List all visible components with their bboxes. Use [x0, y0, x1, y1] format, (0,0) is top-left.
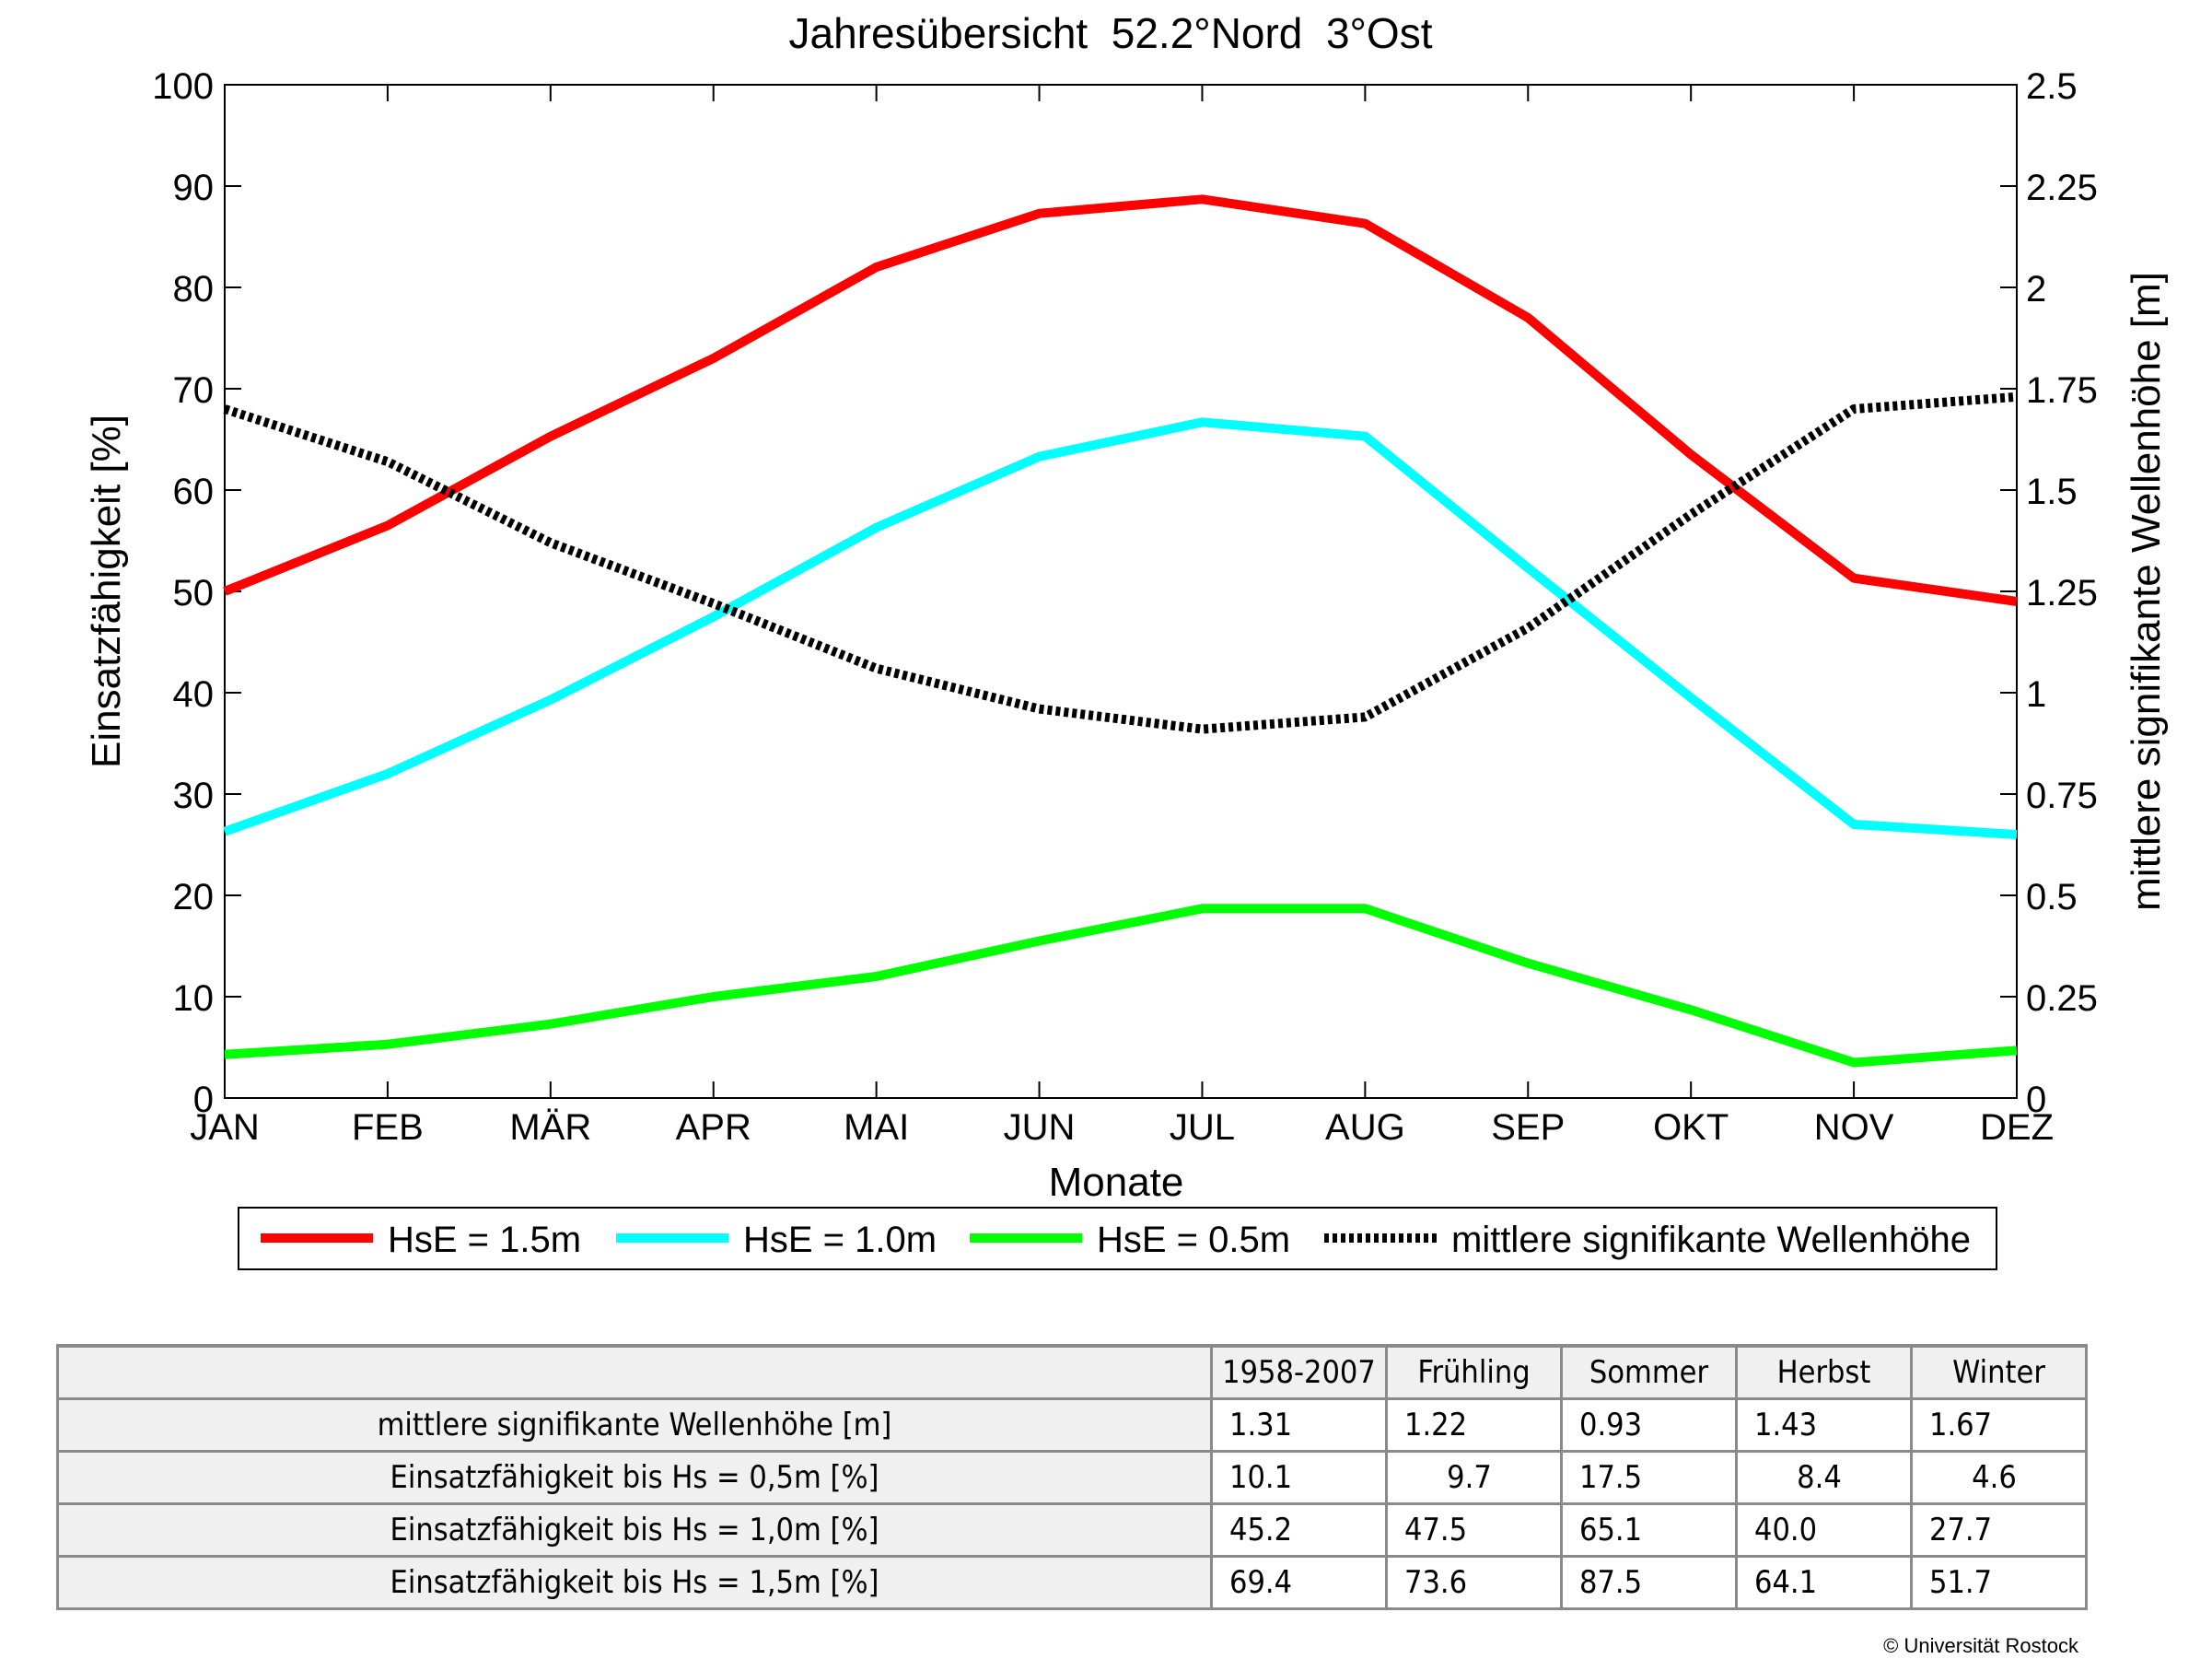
table-cell: 8.4 — [1735, 1450, 1913, 1505]
right-tick-label: 0.5 — [2026, 877, 2078, 917]
table-cell: 1.67 — [1910, 1397, 2088, 1453]
table-cell: 45.2 — [1210, 1502, 1388, 1558]
left-tick-label: 50 — [173, 573, 215, 613]
series-line-hse-1-5m — [223, 194, 2018, 606]
x-tick-label: OKT — [1653, 1107, 1729, 1148]
series-line-mittlere-signifikante-wellenh-he — [223, 391, 2018, 734]
table-cell: 4.6 — [1910, 1450, 2088, 1505]
table-cell: 17.5 — [1560, 1450, 1738, 1505]
table-cell: 51.7 — [1910, 1555, 2088, 1610]
x-axis-label: Monate — [1049, 1160, 1184, 1205]
x-tick-label: FEB — [352, 1107, 424, 1148]
chart: Jahresübersicht 52.2°Nord 3°Ost 01020304… — [84, 9, 2169, 1270]
left-tick-label: 10 — [173, 978, 215, 1019]
x-tick-label: JAN — [190, 1107, 260, 1148]
x-axis-ticks: JAN FEB MÄR APR MAI JUN JUL AUG SEP OKT NOV DEZ — [190, 85, 2054, 1148]
stats-table: 1958-2007 Frühling Sommer Herbst Winter … — [56, 1344, 2088, 1610]
table-cell: 1.22 — [1385, 1397, 1563, 1453]
legend-label: HsE = 1.5m — [388, 1220, 581, 1260]
table-row: Einsatzfähigkeit bis Hs = 1,5m [%] 69.4 … — [56, 1555, 2088, 1610]
x-tick-label: MAI — [844, 1107, 909, 1148]
x-tick-label: JUN — [1004, 1107, 1076, 1148]
series-line-hse-1-0m — [223, 417, 2018, 839]
right-tick-label: 2.5 — [2026, 66, 2078, 107]
left-tick-label: 40 — [173, 674, 215, 715]
left-tick-label: 70 — [173, 370, 215, 411]
x-tick-label: APR — [676, 1107, 751, 1148]
left-tick-label: 60 — [173, 472, 215, 512]
x-tick-label: MÄR — [509, 1107, 591, 1148]
left-tick-label: 80 — [173, 269, 215, 310]
table-cell: 1.43 — [1735, 1397, 1913, 1453]
table-header-cell: Herbst — [1735, 1344, 1913, 1400]
x-tick-label: NOV — [1814, 1107, 1894, 1148]
table-row-label: Einsatzfähigkeit bis Hs = 0,5m [%] — [56, 1450, 1213, 1505]
legend-label: HsE = 0.5m — [1097, 1220, 1290, 1260]
copyright-notice: © Universität Rostock — [1883, 1634, 2078, 1657]
right-tick-label: 0.75 — [2026, 776, 2098, 816]
x-tick-label: DEZ — [1980, 1107, 2054, 1148]
table-header-cell: Winter — [1910, 1344, 2088, 1400]
table-cell: 65.1 — [1560, 1502, 1738, 1558]
left-axis-label: Einsatzfähigkeit [%] — [84, 415, 129, 768]
series-layer — [223, 194, 2018, 1068]
plot-frame — [224, 84, 2018, 1099]
table-row: Einsatzfähigkeit bis Hs = 0,5m [%] 10.1 … — [56, 1450, 2088, 1505]
right-tick-label: 1.5 — [2026, 472, 2078, 512]
table-cell: 9.7 — [1385, 1450, 1563, 1505]
table-cell: 0.93 — [1560, 1397, 1738, 1453]
table-row-label: Einsatzfähigkeit bis Hs = 1,5m [%] — [56, 1555, 1213, 1610]
left-tick-label: 0 — [193, 1080, 214, 1120]
table-cell: 47.5 — [1385, 1502, 1563, 1558]
table-row-label: Einsatzfähigkeit bis Hs = 1,0m [%] — [56, 1502, 1213, 1558]
left-tick-label: 90 — [173, 168, 215, 208]
table-row: Einsatzfähigkeit bis Hs = 1,0m [%] 45.2 … — [56, 1502, 2088, 1558]
table-cell: 10.1 — [1210, 1450, 1388, 1505]
table-corner-cell — [56, 1344, 1213, 1400]
right-tick-label: 2 — [2026, 269, 2046, 310]
right-tick-label: 1 — [2026, 674, 2046, 715]
right-tick-label: 1.75 — [2026, 370, 2098, 411]
table-cell: 73.6 — [1385, 1555, 1563, 1610]
table-row: mittlere signifikante Wellenhöhe [m] 1.3… — [56, 1397, 2088, 1453]
table-header-cell: 1958-2007 — [1210, 1344, 1388, 1400]
x-tick-label: AUG — [1325, 1107, 1405, 1148]
table-header-cell: Sommer — [1560, 1344, 1738, 1400]
right-tick-label: 0 — [2026, 1080, 2046, 1120]
series-line-hse-0-5m — [224, 904, 2018, 1068]
table-header-cell: Frühling — [1385, 1344, 1563, 1400]
table-row-label: mittlere signifikante Wellenhöhe [m] — [56, 1397, 1213, 1453]
right-tick-label: 2.25 — [2026, 168, 2098, 208]
table-cell: 69.4 — [1210, 1555, 1388, 1610]
left-tick-label: 30 — [173, 776, 215, 816]
table-cell: 1.31 — [1210, 1397, 1388, 1453]
table-cell: 27.7 — [1910, 1502, 2088, 1558]
right-axis-label: mittlere signifikante Wellenhöhe [m] — [2124, 272, 2169, 911]
right-tick-label: 0.25 — [2026, 978, 2098, 1019]
legend-label: HsE = 1.0m — [743, 1220, 937, 1260]
table-header-row: 1958-2007 Frühling Sommer Herbst Winter — [56, 1344, 2088, 1400]
x-tick-label: SEP — [1491, 1107, 1565, 1148]
table-cell: 64.1 — [1735, 1555, 1913, 1610]
right-tick-label: 1.25 — [2026, 573, 2098, 613]
legend-box — [238, 1207, 1997, 1270]
left-tick-label: 20 — [173, 877, 215, 917]
left-axis-ticks: 0 10 20 30 40 50 60 70 80 90 100 — [152, 66, 241, 1120]
x-tick-label: JUL — [1170, 1107, 1235, 1148]
right-axis-ticks: 0 0.25 0.5 0.75 1 1.25 1.5 1.75 2 2.25 2.5 — [2000, 66, 2098, 1120]
left-tick-label: 100 — [152, 66, 214, 107]
table-cell: 40.0 — [1735, 1502, 1913, 1558]
legend: HsE = 1.5m HsE = 1.0m HsE = 0.5m mittlere s… — [238, 1207, 1997, 1270]
legend-label: mittlere signifikante Wellenhöhe — [1451, 1220, 1971, 1260]
chart-title: Jahresübersicht 52.2°Nord 3°Ost — [788, 9, 1432, 57]
table-cell: 87.5 — [1560, 1555, 1738, 1610]
